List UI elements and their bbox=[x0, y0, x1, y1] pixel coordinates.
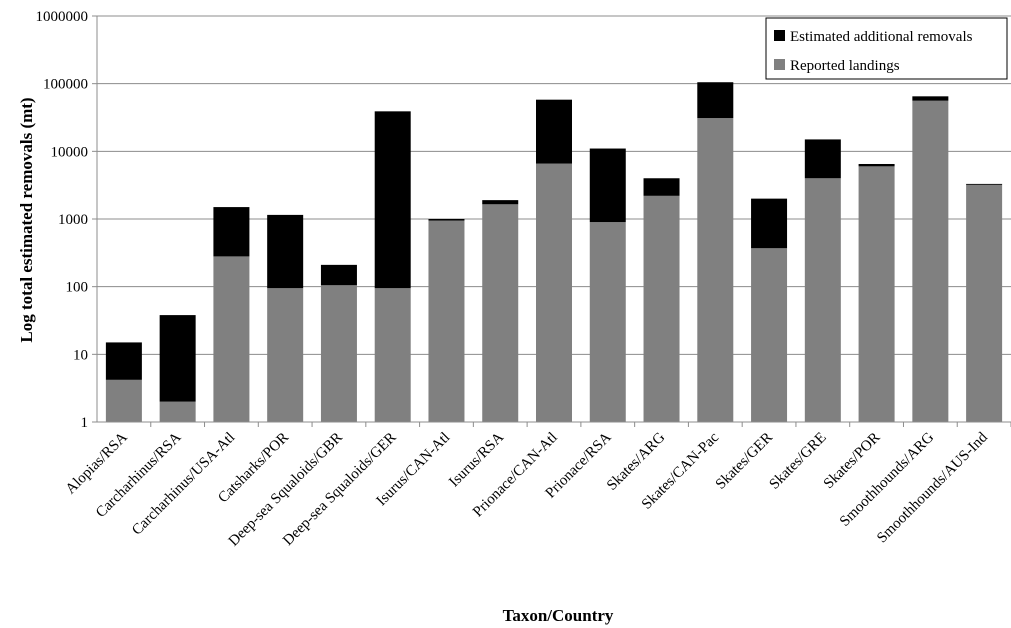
legend-swatch-estimated-additional-removals bbox=[774, 30, 785, 41]
y-tick-label: 10 bbox=[73, 347, 88, 363]
bar-estimated-additional-removals bbox=[589, 148, 626, 223]
bar-estimated-additional-removals bbox=[751, 198, 788, 249]
x-tick-label: Skates/GER bbox=[713, 430, 776, 493]
bar-estimated-additional-removals bbox=[374, 111, 411, 289]
legend-label-estimated-additional-removals: Estimated additional removals bbox=[790, 29, 973, 45]
y-tick-label: 1000000 bbox=[36, 9, 89, 25]
bar-estimated-additional-removals bbox=[804, 139, 841, 179]
legend-label-reported-landings: Reported landings bbox=[790, 58, 900, 74]
y-tick-label: 10000 bbox=[51, 144, 89, 160]
y-tick-label: 100000 bbox=[43, 77, 88, 93]
legend-swatch-reported-landings bbox=[774, 59, 785, 70]
bar-reported-landings bbox=[267, 288, 304, 422]
x-tick-label: Smoothhounds/ARG bbox=[837, 429, 937, 529]
x-tick-label: Smoothhounds/AUS-Ind bbox=[874, 429, 991, 546]
bars bbox=[105, 82, 1003, 423]
bar-estimated-additional-removals bbox=[858, 163, 895, 167]
bar-reported-landings bbox=[858, 166, 895, 422]
x-tick-label: Carcharhinus/USA-Atl bbox=[129, 430, 238, 539]
bar-reported-landings bbox=[589, 222, 626, 422]
bar-reported-landings bbox=[105, 379, 142, 422]
axes bbox=[96, 16, 1011, 427]
bar-reported-landings bbox=[374, 288, 411, 422]
x-tick-label: Skates/GRE bbox=[766, 430, 829, 493]
bar-reported-landings bbox=[428, 220, 465, 422]
bar-reported-landings bbox=[536, 163, 572, 422]
bar-reported-landings bbox=[697, 118, 734, 422]
y-tick-label: 1000 bbox=[58, 212, 88, 228]
bar-estimated-additional-removals bbox=[643, 178, 680, 196]
x-tick-labels: Alopias/RSACarcharhinus/RSACarcharhinus/… bbox=[63, 429, 991, 549]
bar-estimated-additional-removals bbox=[105, 342, 142, 380]
x-axis-title: Taxon/Country bbox=[503, 606, 614, 625]
y-tick-labels: 1 10 100 1000 10000 100000 1000000 bbox=[36, 9, 89, 431]
legend: Estimated additional removals Reported l… bbox=[765, 17, 1008, 80]
y-tick-label: 100 bbox=[66, 280, 89, 296]
bar-reported-landings bbox=[912, 100, 949, 423]
bar-estimated-additional-removals bbox=[159, 315, 196, 402]
bar-estimated-additional-removals bbox=[966, 183, 1003, 185]
bar-reported-landings bbox=[966, 184, 1003, 422]
legend-frame bbox=[765, 17, 1008, 80]
bar-estimated-additional-removals bbox=[213, 207, 250, 257]
bar-reported-landings bbox=[159, 401, 196, 422]
y-tick-label: 1 bbox=[81, 415, 89, 431]
bar-reported-landings bbox=[213, 256, 250, 422]
bar-estimated-additional-removals bbox=[428, 219, 465, 221]
bar-estimated-additional-removals bbox=[697, 82, 734, 119]
y-axis-title: Log total estimated removals (mt) bbox=[17, 97, 36, 342]
bar-reported-landings bbox=[804, 178, 841, 422]
bar-estimated-additional-removals bbox=[536, 99, 572, 164]
bar-reported-landings bbox=[320, 285, 357, 422]
bar-reported-landings bbox=[643, 195, 680, 422]
bar-estimated-additional-removals bbox=[320, 264, 357, 286]
bar-estimated-additional-removals bbox=[912, 96, 949, 101]
bar-estimated-additional-removals bbox=[482, 200, 519, 205]
bar-reported-landings bbox=[482, 204, 519, 422]
bar-reported-landings bbox=[751, 248, 788, 422]
bar-estimated-additional-removals bbox=[267, 214, 304, 289]
